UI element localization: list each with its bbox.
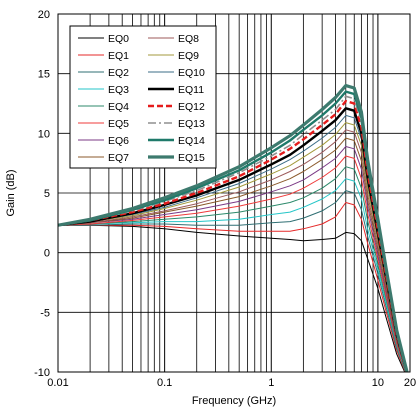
legend-label-eq3: EQ3: [108, 84, 129, 96]
legend-label-eq11: EQ11: [178, 84, 204, 96]
legend-label-eq8: EQ8: [178, 33, 199, 45]
series-line-eq5: [58, 155, 407, 372]
series-lines: [58, 83, 409, 372]
tick-labels: 0.01 0.1 1 10 20 -10 -5 0 5 10 15 20: [34, 9, 416, 389]
legend-label-eq12: EQ12: [178, 101, 205, 113]
series-line-eq6: [58, 146, 407, 372]
legend-label-eq9: EQ9: [178, 50, 199, 62]
legend-label-eq15: EQ15: [178, 152, 205, 164]
x-tick-label: 20: [404, 377, 416, 389]
y-axis-label: Gain (dB): [5, 169, 17, 216]
x-tick-label: 10: [372, 377, 384, 389]
legend-label-eq2: EQ2: [108, 67, 129, 79]
legend-label-eq10: EQ10: [178, 67, 205, 79]
x-axis-label: Frequency (GHz): [192, 395, 276, 407]
y-tick-label: -5: [40, 307, 50, 319]
plot-frame: [57, 13, 411, 373]
legend-label-eq4: EQ4: [108, 101, 129, 113]
x-tick-label: 0.01: [47, 377, 68, 389]
series-line-eq4: [58, 166, 407, 372]
series-line-eq9: [58, 122, 408, 372]
series-line-eq12: [58, 99, 409, 372]
y-tick-label: -10: [34, 367, 50, 379]
legend-label-eq7: EQ7: [108, 152, 129, 164]
legend-label-eq13: EQ13: [178, 118, 205, 130]
y-tick-label: 5: [44, 188, 50, 200]
series-line-eq7: [58, 137, 407, 372]
y-tick-label: 15: [38, 69, 50, 81]
legend: EQ0 EQ1 EQ2 EQ3 EQ4 EQ5 EQ6 EQ7 EQ8 EQ9 EQ10 EQ11 EQ…: [69, 25, 217, 169]
legend-box: [69, 25, 217, 169]
x-tick-label: 1: [268, 377, 274, 389]
series-line-eq15: [58, 83, 409, 372]
series-line-eq2: [58, 190, 407, 372]
series-line-eq0: [58, 224, 406, 372]
legend-label-eq1: EQ1: [108, 50, 129, 62]
y-tick-label: 0: [44, 248, 50, 260]
legend-label-eq0: EQ0: [108, 33, 129, 45]
legend-label-eq5: EQ5: [108, 118, 129, 130]
y-tick-label: 10: [38, 128, 50, 140]
y-tick-label: 20: [38, 9, 50, 21]
series-line-eq3: [58, 178, 407, 372]
series-line-eq8: [58, 129, 408, 372]
legend-label-eq6: EQ6: [108, 135, 129, 147]
x-tick-label: 0.1: [157, 377, 172, 389]
series-line-eq1: [58, 202, 406, 372]
legend-label-eq14: EQ14: [178, 135, 205, 147]
